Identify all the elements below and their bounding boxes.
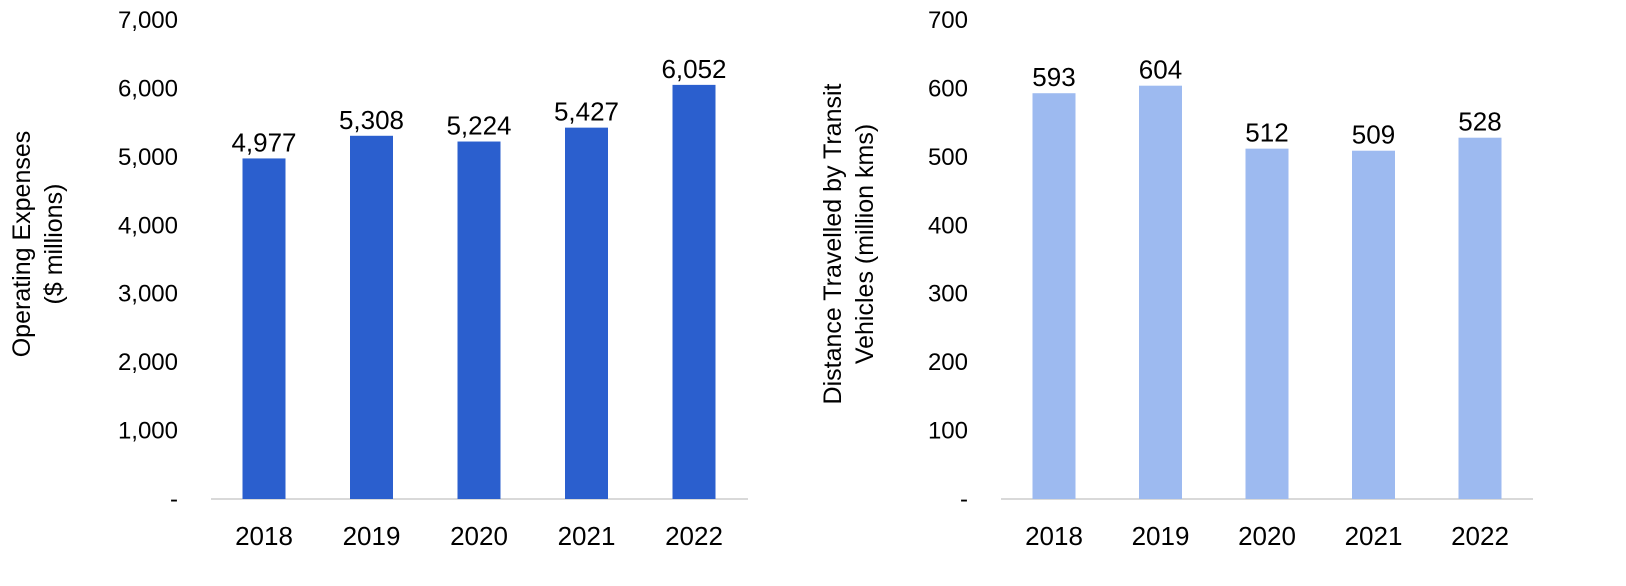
bar-2021	[565, 127, 608, 499]
x-tick-label-2021: 2021	[1345, 521, 1403, 551]
y-axis-title-line: Distance Travelled by Transit	[819, 83, 847, 404]
x-axis-ticks: 2018 2019 2020 2021 2022	[1025, 521, 1509, 551]
y-tick-label: -	[170, 486, 178, 513]
y-axis-title: Distance Travelled by Transit Vehicles (m…	[819, 83, 879, 404]
y-axis-title: Operating Expenses ($ millions)	[8, 131, 68, 358]
data-label-2020: 512	[1245, 118, 1288, 148]
bar-2022	[672, 84, 716, 499]
data-label-2018: 4,977	[231, 127, 296, 157]
x-tick-label-2021: 2021	[558, 521, 616, 551]
y-tick-label: 3,000	[118, 281, 178, 308]
x-tick-label-2022: 2022	[665, 521, 723, 551]
y-axis-title-line: Operating Expenses	[8, 131, 36, 358]
data-label-2018: 593	[1032, 62, 1075, 92]
x-axis-ticks: 2018 2019 2020 2021 2022	[235, 521, 723, 551]
x-tick-label-2020: 2020	[1238, 521, 1296, 551]
bar-2019	[1139, 85, 1182, 499]
y-tick-label: 700	[928, 7, 968, 34]
y-tick-label: 5,000	[118, 144, 178, 171]
y-tick-label: 4,000	[118, 212, 178, 239]
x-tick-label-2022: 2022	[1451, 521, 1509, 551]
distance-travelled-chart: Distance Travelled by Transit Vehicles (m…	[819, 7, 1533, 551]
data-label-2022: 528	[1458, 107, 1501, 137]
data-label-2022: 6,052	[661, 54, 726, 84]
x-tick-label-2020: 2020	[450, 521, 508, 551]
y-tick-label: 600	[928, 75, 968, 102]
x-tick-label-2018: 2018	[235, 521, 293, 551]
bars	[1032, 85, 1502, 500]
data-label-2021: 5,427	[554, 97, 619, 127]
x-tick-label-2019: 2019	[343, 521, 401, 551]
y-axis-ticks: - 1,000 2,000 3,000 4,000 5,000 6,000 7,000	[118, 7, 178, 513]
data-label-2019: 5,308	[339, 105, 404, 135]
bar-2019	[350, 135, 393, 500]
y-axis-title-line: ($ millions)	[40, 184, 68, 305]
y-axis-ticks: - 100 200 300 400 500 600 700	[928, 7, 968, 513]
y-tick-label: 300	[928, 281, 968, 308]
y-tick-label: 1,000	[118, 418, 178, 445]
bar-2020	[457, 141, 501, 499]
data-labels: 4,977 5,308 5,224 5,427 6,052	[231, 54, 726, 158]
bars	[242, 84, 716, 500]
bar-2021	[1352, 150, 1395, 499]
data-label-2020: 5,224	[446, 111, 511, 141]
y-tick-label: 500	[928, 144, 968, 171]
y-tick-label: 200	[928, 349, 968, 376]
operating-expenses-chart: Operating Expenses ($ millions) - 1,000 2,0…	[8, 7, 748, 551]
y-tick-label: 100	[928, 418, 968, 445]
data-label-2021: 509	[1352, 120, 1395, 150]
y-tick-label: 2,000	[118, 349, 178, 376]
bar-2022	[1458, 137, 1502, 499]
y-tick-label: 7,000	[118, 7, 178, 34]
y-axis-title-line: Vehicles (million kms)	[851, 124, 879, 364]
y-tick-label: 6,000	[118, 75, 178, 102]
bar-2020	[1245, 148, 1289, 499]
bar-2018	[242, 158, 286, 499]
bar-2018	[1032, 93, 1076, 500]
y-tick-label: -	[960, 486, 968, 513]
x-tick-label-2019: 2019	[1132, 521, 1190, 551]
data-label-2019: 604	[1139, 55, 1182, 85]
x-tick-label-2018: 2018	[1025, 521, 1083, 551]
y-tick-label: 400	[928, 212, 968, 239]
data-labels: 593 604 512 509 528	[1032, 55, 1501, 150]
